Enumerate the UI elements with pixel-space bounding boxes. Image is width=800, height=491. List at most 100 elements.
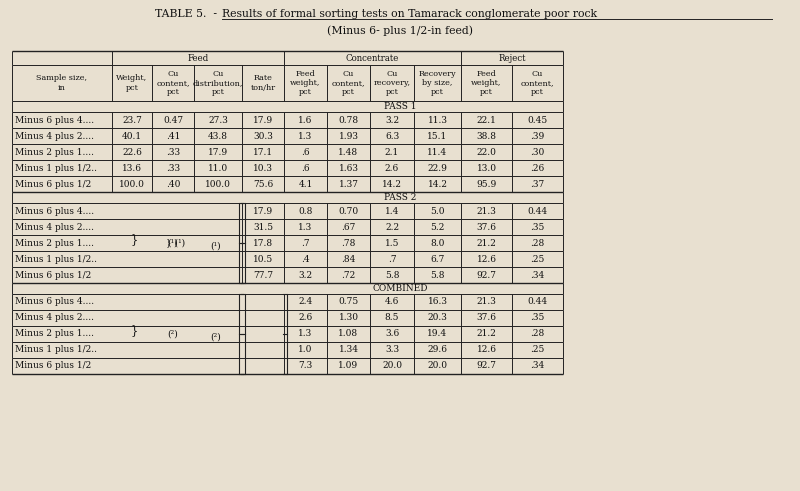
- Text: Rate
ton/hr: Rate ton/hr: [250, 75, 275, 92]
- Text: 30.3: 30.3: [253, 132, 273, 140]
- Text: 22.9: 22.9: [427, 164, 447, 172]
- Text: 21.3: 21.3: [477, 298, 497, 306]
- Text: .7: .7: [301, 239, 310, 247]
- Text: .28: .28: [530, 329, 545, 338]
- Text: .37: .37: [530, 180, 545, 189]
- Text: 2.6: 2.6: [298, 313, 313, 323]
- Text: 17.1: 17.1: [253, 147, 273, 157]
- Text: .30: .30: [530, 147, 545, 157]
- Text: 1.37: 1.37: [338, 180, 358, 189]
- Text: 1.34: 1.34: [338, 346, 358, 355]
- Text: 8.5: 8.5: [385, 313, 399, 323]
- Text: (¹): (¹): [210, 242, 222, 250]
- Text: 1.09: 1.09: [338, 361, 358, 371]
- Text: .34: .34: [530, 361, 545, 371]
- Text: 92.7: 92.7: [477, 361, 497, 371]
- Text: 20.0: 20.0: [427, 361, 447, 371]
- Text: Minus 1 plus 1/2..: Minus 1 plus 1/2..: [15, 164, 97, 172]
- Text: 100.0: 100.0: [119, 180, 145, 189]
- Text: 4.6: 4.6: [385, 298, 399, 306]
- Text: Cu
content,
pct: Cu content, pct: [521, 70, 554, 96]
- Text: Minus 6 plus 4....: Minus 6 plus 4....: [15, 115, 94, 125]
- Text: Weight,
pct: Weight, pct: [117, 75, 147, 92]
- Text: 1.63: 1.63: [338, 164, 358, 172]
- Text: 3.3: 3.3: [385, 346, 399, 355]
- Text: 17.9: 17.9: [253, 207, 273, 216]
- Text: 3.2: 3.2: [385, 115, 399, 125]
- Text: 17.9: 17.9: [253, 115, 273, 125]
- Text: Minus 2 plus 1....: Minus 2 plus 1....: [15, 147, 94, 157]
- Text: 1.4: 1.4: [385, 207, 399, 216]
- Text: 1.48: 1.48: [338, 147, 358, 157]
- Text: 10.3: 10.3: [253, 164, 273, 172]
- Text: .33: .33: [166, 147, 180, 157]
- Text: Feed
weight,
pct: Feed weight, pct: [471, 70, 502, 96]
- Text: 1.5: 1.5: [385, 239, 399, 247]
- Text: 23.7: 23.7: [122, 115, 142, 125]
- Text: Feed: Feed: [187, 54, 209, 62]
- Text: 3.6: 3.6: [385, 329, 399, 338]
- Text: Recovery
by size,
pct: Recovery by size, pct: [418, 70, 456, 96]
- Text: 21.3: 21.3: [477, 207, 497, 216]
- Text: 27.3: 27.3: [208, 115, 228, 125]
- Text: 92.7: 92.7: [477, 271, 497, 279]
- Text: 2.4: 2.4: [298, 298, 313, 306]
- Text: 17.9: 17.9: [208, 147, 228, 157]
- Text: 11.0: 11.0: [208, 164, 228, 172]
- Text: 21.2: 21.2: [477, 329, 497, 338]
- Text: Minus 4 plus 2....: Minus 4 plus 2....: [15, 222, 94, 231]
- Text: 20.3: 20.3: [427, 313, 447, 323]
- Text: (Minus 6- plus 1/2-in feed): (Minus 6- plus 1/2-in feed): [327, 25, 473, 35]
- Text: Minus 2 plus 1....: Minus 2 plus 1....: [15, 239, 94, 247]
- Text: TABLE 5.  -: TABLE 5. -: [155, 9, 221, 19]
- Text: Minus 4 plus 2....: Minus 4 plus 2....: [15, 313, 94, 323]
- Text: .6: .6: [301, 164, 310, 172]
- Text: Minus 4 plus 2....: Minus 4 plus 2....: [15, 132, 94, 140]
- Text: Minus 6 plus 4....: Minus 6 plus 4....: [15, 298, 94, 306]
- Text: 4.1: 4.1: [298, 180, 313, 189]
- Text: 17.8: 17.8: [253, 239, 273, 247]
- Text: .35: .35: [530, 222, 545, 231]
- Text: Minus 6 plus 1/2: Minus 6 plus 1/2: [15, 271, 91, 279]
- Text: 40.1: 40.1: [122, 132, 142, 140]
- Text: 2.6: 2.6: [385, 164, 399, 172]
- Text: .7: .7: [388, 254, 396, 264]
- Text: 11.4: 11.4: [427, 147, 447, 157]
- Text: 22.1: 22.1: [477, 115, 497, 125]
- Text: Cu
content,
pct: Cu content, pct: [156, 70, 190, 96]
- Text: .72: .72: [342, 271, 356, 279]
- Text: 37.6: 37.6: [477, 222, 497, 231]
- Text: Minus 6 plus 1/2: Minus 6 plus 1/2: [15, 361, 91, 371]
- Text: 95.9: 95.9: [476, 180, 497, 189]
- Text: 3.2: 3.2: [298, 271, 313, 279]
- Text: 0.45: 0.45: [527, 115, 548, 125]
- Text: 5.8: 5.8: [385, 271, 399, 279]
- Text: .34: .34: [530, 271, 545, 279]
- Text: 1.6: 1.6: [298, 115, 313, 125]
- Text: Minus 6 plus 4....: Minus 6 plus 4....: [15, 207, 94, 216]
- Text: 22.0: 22.0: [477, 147, 497, 157]
- Text: Cu
content,
pct: Cu content, pct: [332, 70, 366, 96]
- Text: (²): (²): [210, 332, 222, 342]
- Text: Reject: Reject: [498, 54, 526, 62]
- Text: 1.3: 1.3: [298, 222, 313, 231]
- Text: 13.0: 13.0: [477, 164, 497, 172]
- Text: 21.2: 21.2: [477, 239, 497, 247]
- Text: 7.3: 7.3: [298, 361, 313, 371]
- Text: .25: .25: [530, 254, 545, 264]
- Text: 5.2: 5.2: [430, 222, 445, 231]
- Text: 2.2: 2.2: [385, 222, 399, 231]
- Text: PASS 2: PASS 2: [384, 193, 416, 202]
- Text: 0.70: 0.70: [338, 207, 358, 216]
- Text: (¹): (¹): [168, 239, 178, 247]
- Text: Minus 1 plus 1/2..: Minus 1 plus 1/2..: [15, 254, 97, 264]
- Text: 16.3: 16.3: [427, 298, 447, 306]
- Text: .67: .67: [342, 222, 356, 231]
- Text: .6: .6: [301, 147, 310, 157]
- Text: 10.5: 10.5: [253, 254, 273, 264]
- Text: .41: .41: [166, 132, 180, 140]
- Text: 100.0: 100.0: [205, 180, 231, 189]
- Text: 12.6: 12.6: [477, 254, 497, 264]
- Text: 38.8: 38.8: [477, 132, 497, 140]
- Text: (²): (²): [168, 329, 178, 338]
